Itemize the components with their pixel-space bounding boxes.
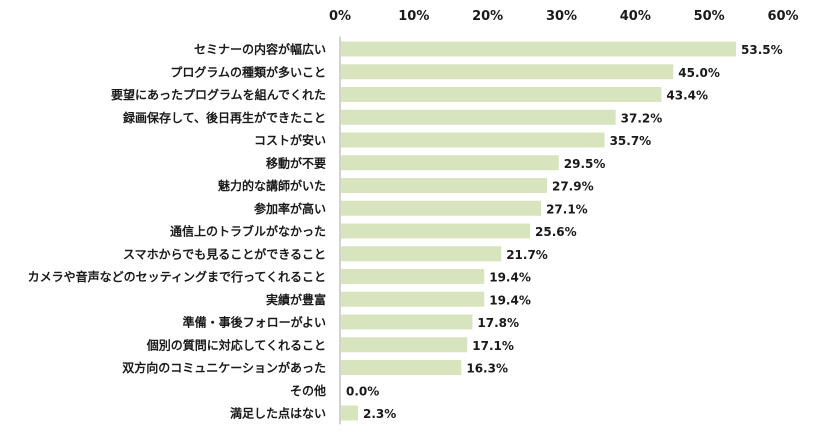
data-label: 17.8% bbox=[477, 316, 519, 330]
bar bbox=[341, 41, 737, 57]
bar bbox=[341, 109, 616, 125]
data-label: 53.5% bbox=[741, 43, 783, 57]
category-label: コストが安い bbox=[254, 133, 326, 148]
category-label: 参加率が高い bbox=[254, 201, 326, 216]
x-tick-label: 60% bbox=[767, 9, 798, 24]
x-tick-label: 0% bbox=[329, 9, 351, 24]
category-label: プログラムの種類が多いこと bbox=[170, 64, 326, 79]
bar bbox=[341, 223, 531, 239]
x-tick-label: 10% bbox=[398, 9, 429, 24]
bar bbox=[341, 64, 674, 80]
data-label: 25.6% bbox=[535, 225, 577, 239]
bar-series bbox=[341, 41, 737, 421]
data-label: 37.2% bbox=[621, 111, 663, 125]
category-label: 個別の質問に対応してくれること bbox=[146, 337, 326, 352]
bar bbox=[341, 360, 462, 375]
value-labels: 53.5% 45.0% 43.4%37.2% 35.7% 29.5% 27.9% 27.1%… bbox=[346, 43, 783, 421]
bar bbox=[341, 200, 542, 216]
bar bbox=[341, 291, 485, 307]
category-label: 実績が豊富 bbox=[266, 292, 326, 307]
category-label: 要望にあったプログラムを組んでくれた bbox=[111, 87, 326, 102]
bar bbox=[341, 246, 502, 262]
category-label: 準備・事後フォローがよい bbox=[183, 315, 326, 330]
bar bbox=[341, 132, 605, 148]
x-tick-label: 40% bbox=[620, 9, 651, 24]
data-label: 27.1% bbox=[546, 202, 588, 216]
category-label: 通信上のトラブルがなかった bbox=[170, 224, 326, 239]
category-label: スマホからでも見ることができること bbox=[123, 246, 326, 261]
bar bbox=[341, 337, 468, 353]
data-label: 19.4% bbox=[489, 271, 531, 285]
data-label: 17.1% bbox=[472, 339, 514, 353]
data-label: 35.7% bbox=[610, 134, 652, 148]
bar bbox=[341, 178, 547, 193]
category-label: 録画保存して、後日再生ができたこと bbox=[123, 110, 326, 125]
category-label: 双方向のコミュニケーションがあった bbox=[122, 360, 326, 375]
data-label: 43.4% bbox=[666, 89, 708, 103]
x-axis: 0% 10% 20% 30% 40% 50% 60% bbox=[329, 9, 799, 24]
data-label: 45.0% bbox=[678, 66, 720, 80]
data-label: 27.9% bbox=[552, 180, 594, 194]
bar bbox=[341, 87, 662, 102]
category-label: 魅力的な講師がいた bbox=[218, 178, 326, 193]
bar bbox=[341, 314, 473, 330]
data-label: 0.0% bbox=[346, 384, 379, 398]
bar bbox=[341, 405, 358, 421]
data-label: 16.3% bbox=[466, 362, 508, 376]
data-label: 21.7% bbox=[506, 248, 548, 262]
bar bbox=[341, 269, 485, 284]
category-label: 移動が不要 bbox=[266, 155, 326, 170]
bar bbox=[341, 155, 559, 171]
category-axis: セミナーの内容が幅広いプログラムの種類が多いこと要望にあったプログラムを組んでく… bbox=[28, 42, 326, 421]
x-tick-label: 30% bbox=[546, 9, 577, 24]
x-tick-label: 50% bbox=[694, 9, 725, 24]
category-label: 満足した点はない bbox=[230, 406, 326, 421]
data-label: 2.3% bbox=[363, 407, 396, 421]
category-label: カメラや音声などのセッティングまで行ってくれること bbox=[28, 269, 326, 284]
data-label: 29.5% bbox=[564, 157, 606, 171]
x-tick-label: 20% bbox=[472, 9, 503, 24]
category-label: その他 bbox=[290, 383, 326, 398]
category-label: セミナーの内容が幅広い bbox=[194, 42, 326, 57]
data-label: 19.4% bbox=[489, 293, 531, 307]
